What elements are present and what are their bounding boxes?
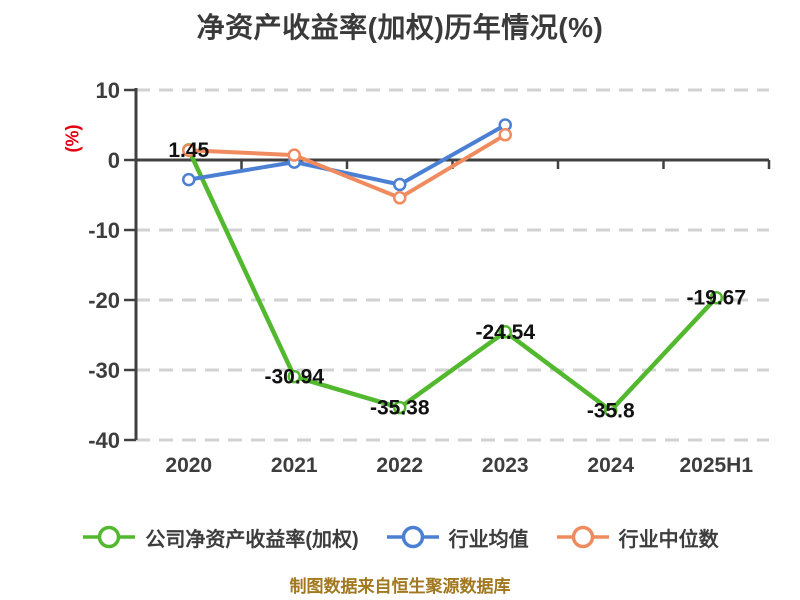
plot-area: 10 0 -10 -20 -30 -40 2020 2021 2022 2023 2024 2025H…: [88, 78, 771, 477]
series-marker-2: [182, 143, 196, 157]
series-marker-2: [498, 128, 512, 142]
series-marker-0: [287, 369, 301, 384]
series-line-1: [186, 123, 508, 187]
x-tick-label: 2022: [376, 454, 423, 477]
legend-item-0: 公司净资产收益率(加权): [81, 523, 359, 552]
legend-marker-icon: [556, 525, 609, 549]
legend-item-1: 行业均值: [385, 523, 529, 552]
series-marker-2: [287, 148, 301, 162]
series-marker-1: [393, 177, 407, 192]
legend-item-2: 行业中位数: [555, 523, 719, 552]
y-tick-label: -10: [88, 218, 120, 243]
chart-title: 净资产收益率(加权)历年情况(%): [196, 12, 604, 43]
legend-label: 行业均值: [448, 528, 529, 551]
y-axis-unit-label: (%): [62, 124, 83, 153]
series-marker-0: [393, 400, 407, 415]
legend-label: 公司净资产收益率(加权): [145, 528, 359, 551]
series-line-0: [186, 147, 719, 413]
data-label: -24.54: [475, 321, 535, 344]
x-tick-label: 2020: [165, 454, 212, 477]
data-label: -35.8: [587, 400, 635, 423]
x-tick-label: 2023: [482, 454, 529, 477]
series-marker-0: [498, 325, 512, 339]
x-tick-label: 2025H1: [679, 454, 753, 477]
series-line-2: [186, 132, 508, 200]
y-tick-label: 0: [108, 148, 120, 173]
data-label: -30.94: [264, 366, 324, 389]
legend-label: 行业中位数: [618, 528, 719, 551]
y-tick-label: -20: [88, 288, 120, 313]
y-tick-label: -30: [88, 358, 120, 383]
data-label: -35.38: [370, 397, 430, 420]
legend: 公司净资产收益率(加权) 行业均值 行业中位数: [0, 518, 800, 556]
x-tick-label: 2021: [271, 454, 318, 477]
y-tick-label: -40: [88, 428, 120, 453]
footer-note: 制图数据来自恒生聚源数据库: [289, 577, 511, 596]
series-marker-2: [393, 191, 407, 205]
data-label: -19.67: [686, 287, 746, 310]
series-marker-1: [182, 172, 196, 187]
y-tick-label: 10: [96, 78, 120, 103]
x-tick-label: 2024: [587, 454, 634, 477]
legend-marker-icon: [386, 525, 439, 549]
series-marker-0: [709, 290, 723, 305]
legend-marker-icon: [83, 525, 136, 549]
series-marker-0: [604, 403, 618, 418]
data-label: 1.45: [168, 139, 209, 162]
